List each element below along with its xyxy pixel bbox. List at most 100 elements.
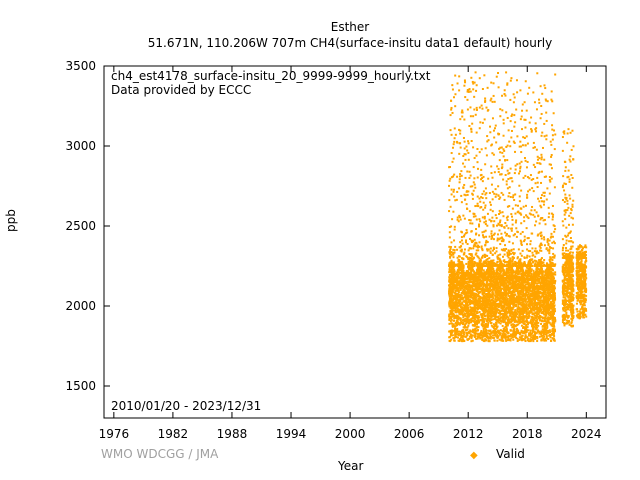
data-point (450, 292, 453, 295)
data-point (510, 306, 513, 309)
data-point (532, 312, 535, 315)
data-point (496, 237, 499, 240)
data-point (528, 303, 531, 306)
data-point (462, 267, 465, 270)
data-point (548, 282, 551, 285)
data-point (511, 270, 514, 273)
data-point (487, 308, 490, 311)
data-point (477, 320, 480, 323)
data-point (513, 310, 516, 313)
data-point (527, 190, 530, 193)
data-point (487, 264, 490, 267)
data-point (502, 272, 505, 275)
data-point (479, 279, 482, 282)
data-point (530, 128, 533, 131)
data-point (456, 327, 459, 330)
data-point (532, 213, 535, 216)
data-point (508, 283, 511, 286)
data-point (538, 270, 541, 273)
data-point (533, 301, 536, 304)
data-point (450, 259, 453, 262)
data-point (460, 281, 463, 284)
data-point (449, 275, 452, 278)
data-point (521, 283, 524, 286)
data-point (543, 290, 546, 293)
data-point (514, 286, 517, 289)
data-point (508, 260, 511, 263)
data-point (453, 301, 456, 304)
data-point (487, 274, 490, 277)
data-point (529, 289, 532, 292)
data-point (509, 167, 512, 170)
data-point (470, 318, 473, 321)
data-point (549, 262, 552, 265)
data-point (506, 253, 509, 256)
data-point (511, 326, 514, 329)
data-point (495, 75, 498, 78)
data-point (460, 270, 463, 273)
data-point (537, 291, 540, 294)
data-point (504, 294, 507, 297)
data-point (548, 286, 551, 289)
data-point (534, 291, 537, 294)
data-point (508, 279, 511, 282)
data-point (549, 293, 552, 296)
data-point (451, 312, 454, 315)
data-point (510, 282, 513, 285)
data-point (539, 232, 542, 235)
data-point (542, 219, 545, 222)
data-point (485, 319, 488, 322)
data-point (452, 324, 455, 327)
data-point (553, 321, 556, 324)
data-point (499, 266, 502, 269)
data-point (550, 310, 553, 313)
data-point (486, 303, 489, 306)
data-point (544, 270, 547, 273)
data-point (518, 321, 521, 324)
data-point (465, 293, 468, 296)
data-point (540, 260, 543, 263)
data-point (460, 170, 463, 173)
data-point (518, 296, 521, 299)
data-point (483, 312, 486, 315)
data-point (489, 293, 492, 296)
data-point (476, 276, 479, 279)
data-point (498, 147, 501, 150)
data-point (461, 275, 464, 278)
data-point (495, 326, 498, 329)
data-point (451, 286, 454, 289)
data-point (449, 295, 452, 298)
data-point (450, 188, 453, 191)
data-point (450, 270, 453, 273)
data-point (513, 333, 516, 336)
data-point (469, 275, 472, 278)
data-point (487, 283, 490, 286)
data-point (537, 302, 540, 305)
data-point (534, 311, 537, 314)
data-point (491, 315, 494, 318)
data-point (536, 318, 539, 321)
data-point (494, 294, 497, 297)
legend: ◆ Valid (470, 447, 525, 461)
data-point (465, 262, 468, 265)
data-point (523, 315, 526, 318)
data-point (527, 284, 530, 287)
data-point (454, 277, 457, 280)
data-point (476, 316, 479, 319)
data-point (486, 268, 489, 271)
data-point (478, 302, 481, 305)
data-point (528, 177, 531, 180)
data-point (486, 306, 489, 309)
data-point (472, 189, 475, 192)
data-point (535, 321, 538, 324)
data-point (499, 293, 502, 296)
data-point (486, 248, 489, 251)
data-point (507, 267, 510, 270)
data-point (448, 269, 451, 272)
data-point (491, 304, 494, 307)
data-point (550, 290, 553, 293)
data-point (466, 242, 469, 245)
data-point (477, 284, 480, 287)
data-point (548, 281, 551, 284)
data-point (477, 315, 480, 318)
